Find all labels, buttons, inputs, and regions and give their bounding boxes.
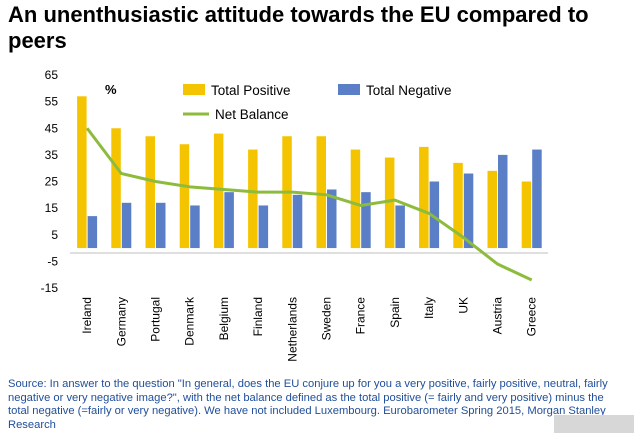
y-tick-label: 45 (45, 121, 59, 135)
y-tick-label: 15 (45, 201, 59, 215)
y-tick-label: -5 (47, 254, 58, 268)
bar-total-negative (395, 205, 405, 249)
bars (77, 96, 542, 249)
x-tick-label: Ireland (80, 297, 94, 334)
legend-label: Total Negative (366, 83, 452, 98)
bar-total-positive (384, 157, 395, 249)
bar-total-negative (463, 173, 474, 249)
x-tick-label: Italy (422, 297, 436, 319)
bar-total-negative (190, 205, 200, 249)
x-tick-label: UK (456, 297, 470, 314)
x-tick-label: Belgium (217, 297, 231, 340)
x-tick-label: Germany (114, 297, 128, 346)
bar-total-positive (419, 146, 429, 249)
bar-total-negative (87, 216, 98, 249)
bar-total-negative (429, 181, 440, 249)
bar-total-positive (453, 162, 463, 249)
x-tick-label: Denmark (183, 296, 197, 346)
source-note: Source: In answer to the question "In ge… (8, 378, 608, 431)
x-tick-label: Portugal (149, 297, 163, 342)
y-tick-label: 55 (45, 95, 59, 109)
bar-total-negative (224, 192, 234, 249)
y-tick-label: 5 (51, 228, 58, 242)
net-balance-line (85, 127, 533, 282)
net-balance-line-group (85, 127, 533, 282)
x-tick-label: Sweden (320, 297, 334, 340)
bar-total-negative (121, 202, 132, 249)
y-axis: -15 -5 5 15 25 35 45 55 65 (41, 68, 59, 295)
bar-total-positive (316, 136, 326, 249)
y-tick-label: -15 (41, 281, 59, 295)
bar-total-positive (248, 149, 258, 249)
bar-total-negative (292, 194, 303, 249)
chart-title: An unenthusiastic attitude towards the E… (8, 2, 589, 53)
y-tick-label: 65 (45, 68, 59, 82)
legend-label: Net Balance (215, 107, 289, 122)
bar-total-positive (145, 136, 155, 249)
legend-label: Total Positive (211, 83, 291, 98)
y-tick-label: 25 (45, 175, 59, 189)
bar-total-negative (532, 149, 542, 249)
x-tick-label: Greece (525, 297, 539, 337)
legend-swatch (183, 84, 205, 95)
unit-label: % (105, 82, 117, 97)
x-tick-label: Spain (388, 297, 402, 328)
bar-total-negative (156, 202, 166, 249)
bar-total-negative (361, 192, 371, 249)
bar-total-negative (498, 154, 508, 249)
bar-total-positive (350, 149, 361, 249)
bar-total-positive (77, 96, 87, 249)
morgan-stanley-logo (554, 415, 634, 433)
bar-total-positive (179, 144, 190, 249)
bar-total-negative (258, 205, 269, 249)
bar-total-positive (521, 181, 532, 249)
bar-total-positive (111, 128, 121, 249)
chart: -15 -5 5 15 25 35 45 55 65 % Ireland Germany Portu… (41, 68, 548, 362)
legend: Total Positive Total Negative Net Balance (183, 83, 452, 122)
bar-total-negative (327, 189, 337, 249)
x-tick-label: France (354, 297, 368, 335)
bar-total-positive (213, 133, 224, 249)
x-axis-categories: Ireland Germany Portugal Denmark Belgium Finl… (80, 296, 539, 362)
x-tick-label: Austria (491, 297, 505, 335)
x-tick-label: Finland (251, 297, 265, 336)
x-tick-label: Netherlands (285, 297, 299, 362)
legend-swatch (338, 84, 360, 95)
y-tick-label: 35 (45, 148, 59, 162)
bar-total-positive (487, 170, 497, 249)
